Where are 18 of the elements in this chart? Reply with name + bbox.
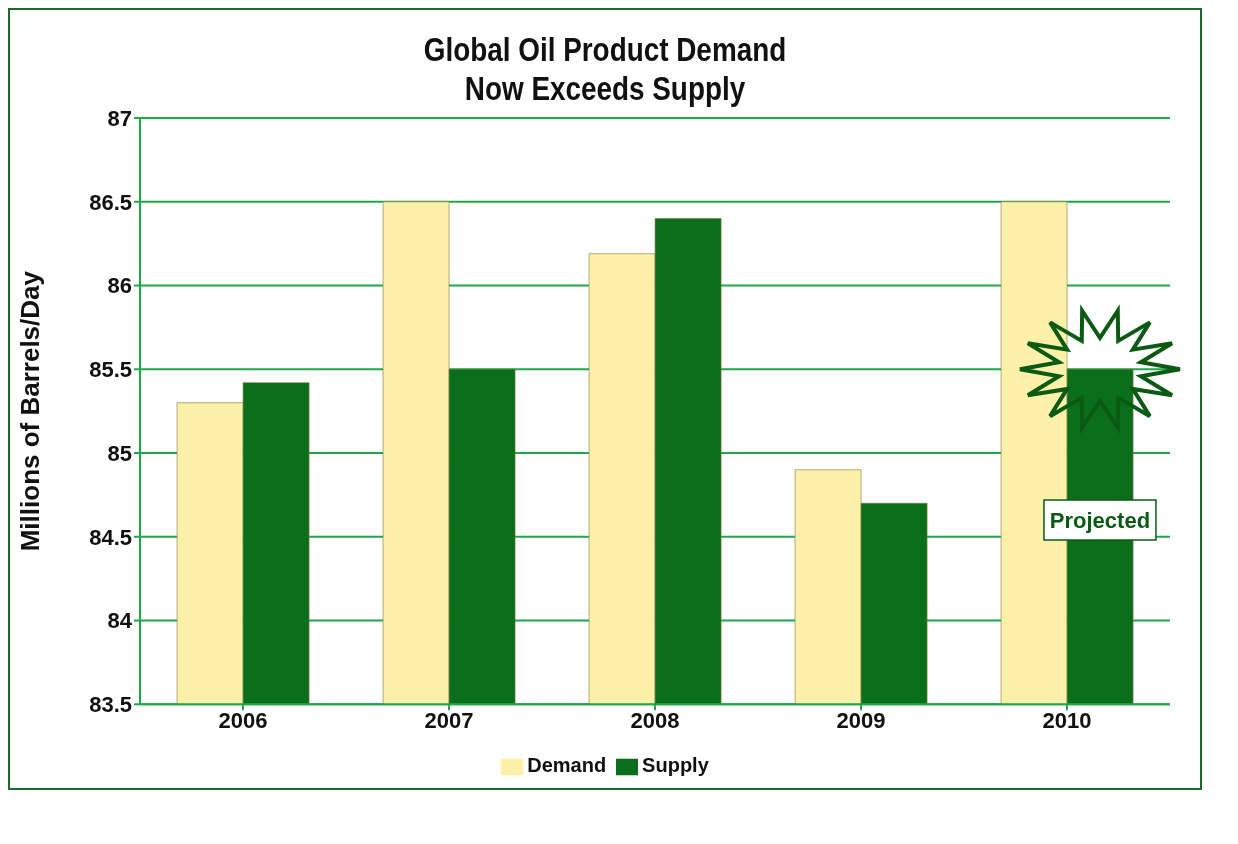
legend-label: Supply [642, 754, 709, 777]
annotation: Projected [1049, 508, 1151, 534]
x-tick-label: 2007 [424, 707, 474, 733]
y-axis-title: Millions of Barrels/Day [15, 270, 46, 552]
y-tick-label: 87 [107, 105, 132, 131]
y-tick-label: 85.5 [89, 357, 132, 383]
x-tick-label: 2010 [1042, 707, 1092, 733]
y-tick-label: 84 [107, 608, 133, 634]
y-tick-label: 83.5 [89, 692, 132, 718]
chart-title: Global Oil Product Demand Now Exceeds Supply [423, 30, 787, 107]
y-tick-label: 85 [107, 440, 132, 466]
legend-label: Demand [527, 754, 607, 777]
y-tick-label: 84.5 [89, 524, 132, 550]
y-tick-label: 86 [107, 273, 132, 299]
y-tick-label: 86.5 [89, 189, 132, 215]
x-tick-label: 2009 [836, 707, 886, 733]
x-tick-label: 2008 [630, 707, 680, 733]
x-tick-label: 2006 [218, 707, 268, 733]
